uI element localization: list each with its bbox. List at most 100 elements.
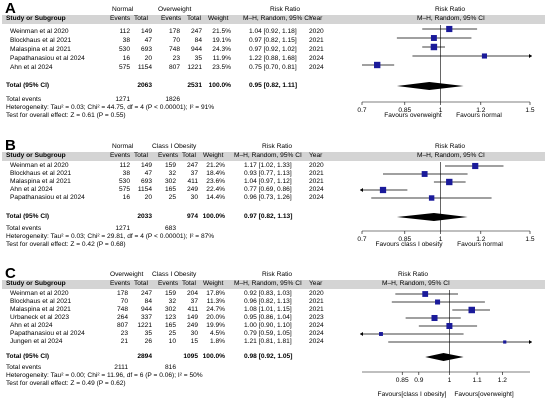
events1-cell: 748 [116,306,128,313]
forest-plot: 0.7 0.85 1 1.2 1.5 [357,25,535,114]
effect-square [379,332,383,336]
year-cell: 2020 [309,290,324,297]
year-cell: 2024 [309,64,324,71]
total1-cell: 1154 [137,64,152,71]
study-name: Ahn et al 2024 [10,186,53,193]
group2-header: Class I Obesity [152,143,197,150]
events2-cell: 123 [164,314,176,321]
events1-header: Events [110,15,131,22]
total-events1: 1271 [115,96,130,103]
events2-cell: 10 [168,338,176,345]
rr-header-top: Risk Ratio [270,6,301,13]
plot-header-top: Risk Ratio [435,6,466,13]
events1-cell: 112 [119,28,130,35]
total-ci: 0.97 [0.82, 1.13] [244,213,293,220]
events1-cell: 807 [116,322,128,329]
year-cell: 2024 [309,330,324,337]
forest-panel-b: B Normal Class I Obesity Risk Ratio Risk… [0,137,550,261]
total-weight: 100.0% [202,213,225,220]
year-cell: 2024 [309,55,324,62]
events1-cell: 575 [118,64,130,71]
favours-right-label: Favours[overweight] [454,391,514,398]
events2-cell: 159 [164,290,176,297]
x-tick-label: 0.85 [398,107,411,114]
ci-arrow [529,340,532,344]
effect-square [468,306,475,314]
favours-right-label: Favours normal [456,112,502,119]
year-cell: 2023 [309,314,324,321]
panel-label: C [5,265,16,282]
ci-cell: 1.17 [1.02, 1.33] [244,162,292,169]
ci-cell: 0.96 [0.82, 1.13] [244,298,292,305]
events1-cell: 530 [118,46,130,53]
study-name: Papathanasiou et al 2024 [10,55,85,62]
study-name: Jungen et al 2024 [10,338,63,345]
total1-header: Total [134,152,148,159]
events2-cell: 302 [164,178,176,185]
year-cell: 2021 [309,170,324,177]
total2-sum: 974 [186,213,198,220]
ci-cell: 1.04 [0.97, 1.12] [244,178,292,185]
events2-header: Events [161,15,182,22]
plot-header-sub: M–H, Random, 95% CI [417,15,485,22]
study-name: Malaspina et al 2021 [10,178,71,185]
weight-cell: 24.7% [206,306,225,313]
year-cell: 2024 [309,338,324,345]
events2-cell: 32 [168,298,176,305]
total1-cell: 26 [144,338,152,345]
ci-cell: 1.22 [0.88, 1.68] [249,55,297,62]
weight-header: Weight [203,152,224,159]
effect-square [481,53,488,59]
events2-cell: 25 [168,194,176,201]
study-name: Ahn et al 2024 [10,322,53,329]
total-label: Total (95% CI) [6,213,50,220]
total-ci: 0.98 [0.92, 1.05] [244,353,293,360]
weight-cell: 11.9% [212,55,231,62]
total-events-label: Total events [6,96,42,103]
effect-square [435,299,441,305]
forest-panel-c: C Overweight Class I Obesity Risk Ratio … [0,265,550,405]
panel-label: A [5,0,16,17]
events2-cell: 178 [168,28,180,35]
weight-cell: 11.3% [206,298,225,305]
events2-cell: 25 [168,330,176,337]
weight-cell: 1.8% [209,338,225,345]
weight-header: Weight [203,280,224,287]
total2-sum: 1095 [183,353,198,360]
total1-cell: 247 [140,290,152,297]
rr-header-sub: M–H, Random, 95% CI [243,15,311,22]
total-label: Total (95% CI) [6,82,50,89]
weight-cell: 4.5% [209,330,225,337]
events2-cell: 159 [164,162,176,169]
events1-cell: 21 [120,338,128,345]
year-cell: 2024 [309,186,324,193]
study-name: Blockhaus et al 2021 [10,298,72,305]
ci-arrow [360,188,363,192]
ci-cell: 0.96 [0.73, 1.26] [244,194,292,201]
events2-cell: 165 [164,186,176,193]
ci-cell: 0.97 [0.92, 1.02] [249,46,297,53]
forest-plot: 0.7 0.85 1 1.2 1.5 [357,162,535,243]
total1-cell: 1154 [137,186,152,193]
effect-square [422,291,429,297]
events2-cell: 807 [168,64,180,71]
effect-square [430,43,438,51]
events1-cell: 16 [122,55,130,62]
total1-sum: 2894 [137,353,152,360]
study-name: Ahn et al 2024 [10,64,53,71]
favours-left-label: Favours[class I obesity] [377,391,447,398]
total2-header: Total [182,280,196,287]
total2-cell: 149 [186,314,198,321]
year-cell: 2024 [309,194,324,201]
events1-header: Events [110,280,131,287]
weight-cell: 18.4% [206,170,225,177]
weight-cell: 17.8% [206,290,225,297]
effect-square [446,322,453,330]
total1-header: Total [134,280,148,287]
ci-cell: 0.97 [0.82, 1.15] [249,37,297,44]
events1-cell: 264 [116,314,128,321]
ci-cell: 0.77 [0.69, 0.86] [244,186,292,193]
total1-cell: 20 [144,55,152,62]
total2-cell: 15 [190,338,198,345]
x-tick-label: 0.85 [396,377,409,384]
